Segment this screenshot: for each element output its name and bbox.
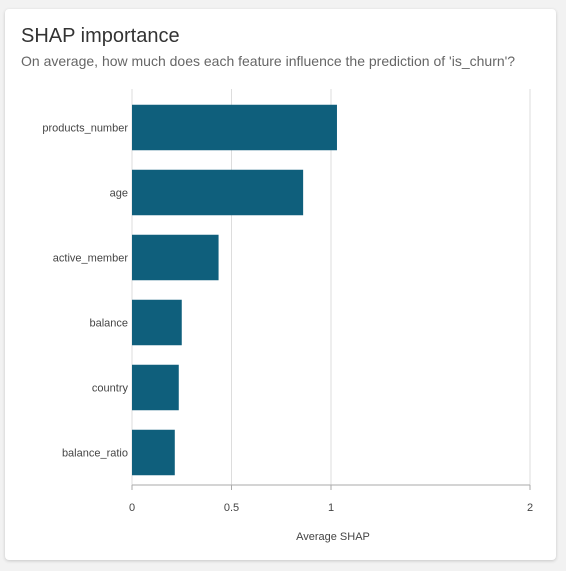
category-label: active_member (53, 253, 129, 265)
chart-title: SHAP importance (21, 25, 180, 47)
chart-card: SHAP importance On average, how much doe… (5, 9, 556, 560)
bar (132, 364, 179, 411)
bar (132, 169, 304, 216)
category-label: age (110, 188, 128, 200)
category-label: balance (89, 318, 128, 330)
x-axis-label: Average SHAP (296, 531, 370, 543)
bar (132, 104, 337, 151)
category-label: products_number (42, 123, 128, 135)
x-tick-label: 2 (527, 502, 533, 514)
bar (132, 299, 182, 346)
bar (132, 234, 219, 281)
category-label: balance_ratio (62, 448, 128, 460)
x-tick-label: 0.5 (224, 502, 239, 514)
x-tick-label: 0 (129, 502, 135, 514)
category-label: country (92, 383, 129, 395)
x-tick-label: 1 (328, 502, 334, 514)
chart-subtitle: On average, how much does each feature i… (21, 53, 516, 69)
bar (132, 429, 175, 476)
